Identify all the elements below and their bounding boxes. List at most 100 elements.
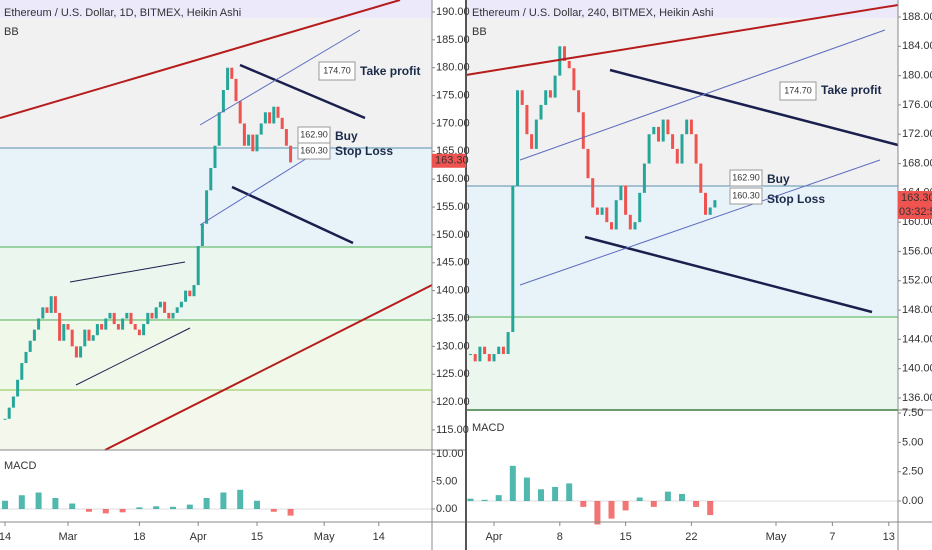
annotation-box — [297, 142, 331, 160]
last-price-label: 163.30 — [435, 155, 469, 167]
candle — [133, 324, 137, 330]
candle — [497, 346, 501, 355]
candle — [163, 301, 167, 313]
candle — [642, 163, 646, 193]
macd-bar — [594, 501, 601, 525]
y-tick-label: 185.00 — [436, 34, 470, 46]
candle — [150, 312, 154, 319]
candle — [49, 296, 53, 313]
countdown-label: 03:32:50 — [899, 206, 932, 218]
candle — [104, 318, 108, 330]
macd-bar — [636, 497, 643, 502]
candle — [20, 363, 24, 380]
macd-bar — [85, 509, 92, 512]
y-tick-label: 172.00 — [902, 128, 932, 140]
candle — [100, 324, 104, 330]
candle — [487, 354, 491, 362]
y-tick-label: 7.50 — [902, 407, 923, 419]
macd-bar — [119, 509, 126, 513]
macd-bar — [650, 501, 657, 507]
trend-line — [519, 159, 881, 286]
candle — [469, 354, 473, 356]
candle — [661, 119, 665, 142]
macd-bar — [253, 500, 260, 510]
candle — [74, 346, 78, 358]
annotation-box — [729, 169, 763, 187]
candle — [234, 78, 238, 102]
candle — [628, 214, 632, 230]
indicator-label: BB — [472, 26, 487, 38]
candle — [213, 145, 217, 169]
candle — [209, 168, 213, 191]
candle — [666, 119, 670, 135]
y-tick-label: 175.00 — [436, 89, 470, 101]
macd-bar — [580, 501, 587, 507]
last-price-tag — [432, 153, 466, 168]
zone — [0, 18, 432, 148]
y-tick-label: 135.00 — [436, 312, 470, 324]
candle — [108, 312, 112, 319]
candle — [577, 90, 581, 113]
candle — [91, 335, 95, 341]
macd-bar — [186, 504, 193, 510]
trend-line — [584, 235, 873, 314]
candle — [70, 329, 74, 347]
candle — [567, 60, 571, 69]
x-tick-label: Apr — [485, 531, 502, 543]
y-tick-label: 152.00 — [902, 275, 932, 287]
candle — [572, 68, 576, 91]
candle — [534, 119, 538, 149]
candle — [175, 307, 179, 313]
x-tick-label: 18 — [133, 531, 145, 543]
candle — [259, 123, 263, 135]
candle — [289, 145, 293, 163]
annotation-price: 174.70 — [323, 65, 351, 75]
candle — [713, 200, 717, 208]
candle — [638, 192, 642, 223]
candle — [614, 200, 618, 230]
y-tick-label: 140.00 — [902, 363, 932, 375]
macd-bar — [693, 501, 700, 507]
y-tick-label: 170.00 — [436, 117, 470, 129]
x-tick-label: 15 — [251, 531, 263, 543]
y-tick-label: 150.00 — [436, 229, 470, 241]
candle — [689, 119, 693, 135]
candle — [553, 75, 557, 98]
macd-bar — [1, 500, 8, 510]
candle — [671, 134, 675, 149]
macd-bar — [608, 501, 615, 519]
macd-bar — [18, 495, 25, 510]
candle — [563, 46, 567, 61]
y-tick-label: 148.00 — [902, 304, 932, 316]
y-tick-label: 136.00 — [902, 392, 932, 404]
trend-line — [199, 29, 361, 126]
candle — [58, 312, 62, 341]
candle — [217, 112, 221, 146]
x-tick-label: May — [766, 531, 787, 543]
y-tick-label: 145.00 — [436, 257, 470, 269]
trend-line — [465, 4, 899, 76]
y-tick-label: 168.00 — [902, 157, 932, 169]
candle — [142, 324, 146, 336]
candle — [657, 126, 661, 142]
candle — [247, 134, 251, 146]
y-tick-label: 144.00 — [902, 333, 932, 345]
candle — [473, 354, 477, 362]
candle — [200, 223, 204, 247]
trend-line — [104, 284, 433, 451]
chart-title: Ethereum / U.S. Dollar, 1D, BITMEX, Heik… — [4, 7, 241, 19]
indicator-label: MACD — [472, 422, 504, 434]
y-tick-label: 176.00 — [902, 99, 932, 111]
macd-bar — [523, 477, 530, 502]
candle — [694, 134, 698, 164]
candle — [79, 346, 83, 358]
candle — [112, 312, 116, 325]
annotation-price: 162.90 — [300, 129, 328, 139]
candle — [41, 307, 45, 319]
macd-bar — [102, 509, 109, 514]
candle — [511, 185, 515, 333]
candle — [600, 207, 604, 215]
macd-bar — [35, 492, 42, 510]
candle — [525, 104, 529, 135]
